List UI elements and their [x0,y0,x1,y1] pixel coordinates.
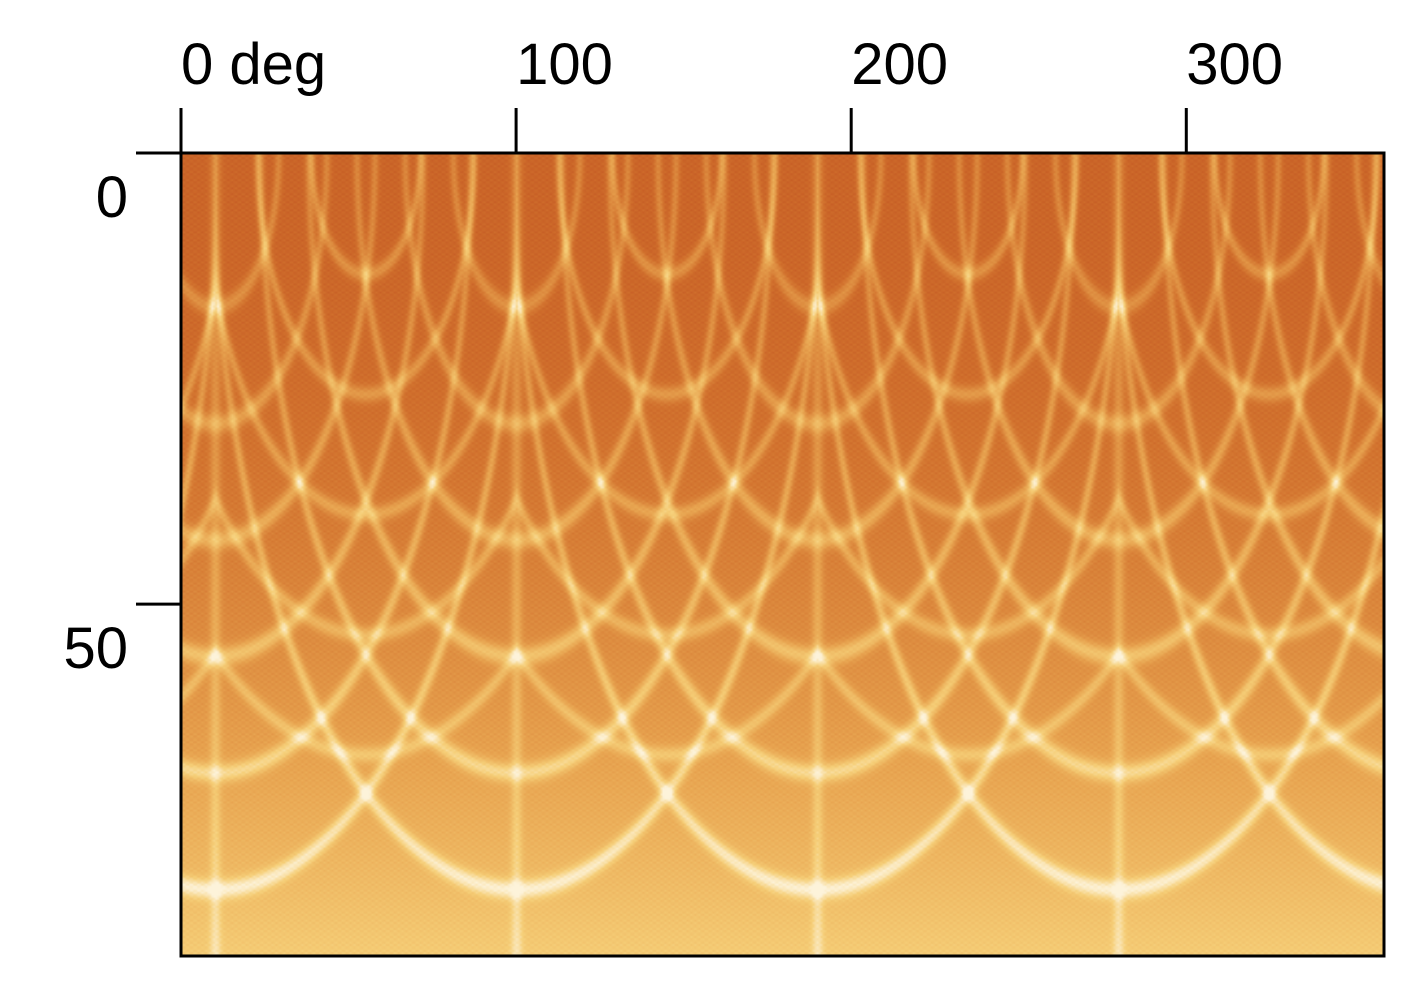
plot-area [181,153,1384,956]
heatmap-image [181,153,1384,956]
x-tick-label: 200 [851,32,948,97]
y-tick-label: 50 [63,616,128,681]
x-tick-label: 100 [516,32,613,97]
x-tick-label: 300 [1186,32,1283,97]
plot-frame [179,151,1386,958]
x-axis-top: 0 deg 100 200 300 [179,32,1283,153]
y-tick-label: 0 [96,165,128,230]
y-axis-left: 0 50 [63,151,181,681]
x-tick-label: 0 deg [181,32,326,97]
